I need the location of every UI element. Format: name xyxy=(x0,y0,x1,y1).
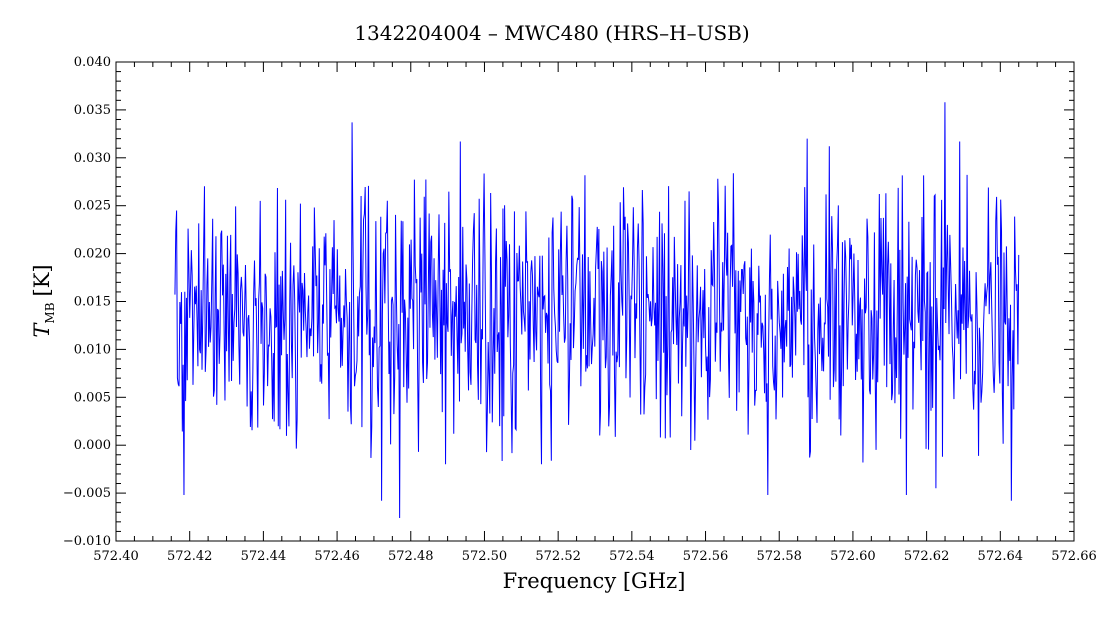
x-tick-label: 572.62 xyxy=(904,549,950,564)
axis-ticks: 572.40 572.42 572.44 572.46 572.48 572.50 572.… xyxy=(63,55,1097,564)
y-tick-label: −0.010 xyxy=(63,534,111,549)
x-tick-label: 572.58 xyxy=(756,549,802,564)
y-tick-label: 0.030 xyxy=(74,151,111,166)
y-axis-label: TMB [K] xyxy=(30,264,57,337)
x-axis-label: Frequency [GHz] xyxy=(503,569,686,593)
y-axis-label-symbol: T xyxy=(30,322,54,338)
x-tick-label: 572.44 xyxy=(241,549,287,564)
y-tick-label: 0.005 xyxy=(74,390,111,405)
y-tick-label: 0.015 xyxy=(74,295,111,310)
x-tick-label: 572.64 xyxy=(978,549,1024,564)
x-tick-label: 572.46 xyxy=(314,549,360,564)
x-tick-label: 572.50 xyxy=(462,549,508,564)
y-tick-label: 0.025 xyxy=(74,199,111,214)
x-tick-label: 572.48 xyxy=(388,549,434,564)
x-tick-label: 572.56 xyxy=(683,549,729,564)
y-tick-label: 0.035 xyxy=(74,103,111,118)
x-tick-label: 572.66 xyxy=(1051,549,1097,564)
x-tick-label: 572.52 xyxy=(535,549,581,564)
plot-data-area xyxy=(174,102,1020,519)
x-tick-label: 572.42 xyxy=(167,549,213,564)
chart-title: 1342204004 – MWC480 (HRS–H–USB) xyxy=(354,21,749,45)
x-tick-label: 572.60 xyxy=(830,549,876,564)
y-tick-label: 0.020 xyxy=(74,247,111,262)
x-tick-label: 572.40 xyxy=(93,549,139,564)
series-line-spectrum xyxy=(174,102,1020,519)
y-axis-label-unit: [K] xyxy=(30,264,54,296)
y-axis-label-subscript: MB xyxy=(43,302,57,323)
y-tick-label: 0.000 xyxy=(74,438,111,453)
y-tick-label: 0.010 xyxy=(74,342,111,357)
x-tick-label: 572.54 xyxy=(609,549,655,564)
y-tick-label: −0.005 xyxy=(63,486,111,501)
y-tick-label: 0.040 xyxy=(74,55,111,70)
